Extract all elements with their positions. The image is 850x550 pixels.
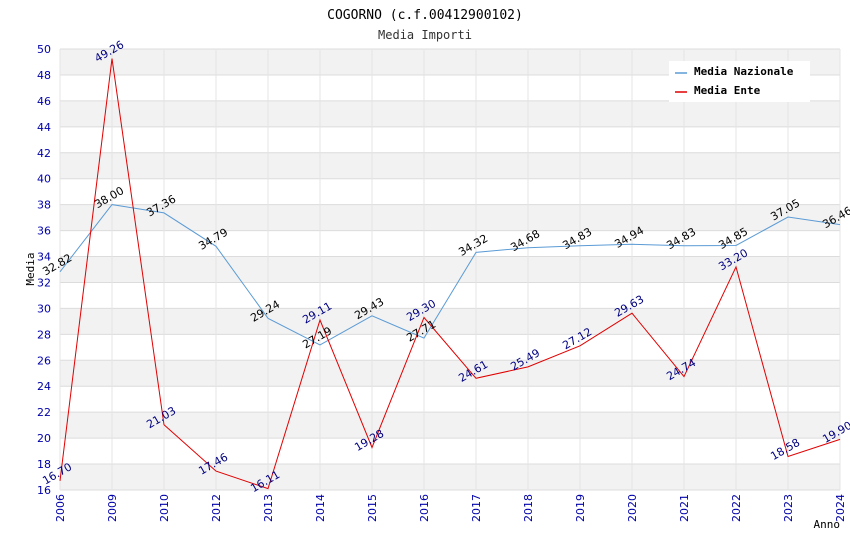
x-tick-label: 2015 — [366, 494, 379, 522]
grid — [59, 48, 841, 491]
x-tick-label: 2023 — [782, 494, 795, 522]
grid-band — [60, 152, 840, 179]
series — [59, 58, 841, 490]
chart-subtitle: Media Importi — [378, 28, 472, 42]
y-tick-label: 30 — [37, 302, 51, 315]
x-tick-label: 2010 — [158, 494, 171, 522]
legend-label-media-nazionale: Media Nazionale — [694, 65, 794, 78]
y-tick-label: 18 — [37, 458, 51, 471]
grid-band — [60, 464, 840, 490]
chart-title: COGORNO (c.f.00412900102) — [327, 8, 523, 23]
y-tick-label: 42 — [37, 147, 51, 160]
data-label-media-ente: 18.58 — [768, 436, 802, 463]
grid-band — [60, 412, 840, 439]
grid-band — [60, 100, 840, 127]
y-tick-label: 22 — [37, 406, 51, 419]
series-line-media-ente — [59, 58, 841, 490]
x-tick-label: 2021 — [678, 494, 691, 522]
grid-band — [60, 256, 840, 283]
x-tick-label: 2014 — [314, 494, 327, 522]
series-line-media-nazionale — [59, 204, 841, 346]
y-tick-label: 28 — [37, 328, 51, 341]
legend-box — [669, 61, 810, 102]
y-tick-label: 38 — [37, 199, 51, 212]
grid-band — [60, 204, 840, 231]
y-tick-label: 48 — [37, 69, 51, 82]
y-tick-label: 32 — [37, 276, 51, 289]
data-label-media-nazionale: 34.32 — [456, 232, 490, 259]
x-tick-label: 2013 — [262, 494, 275, 522]
x-axis-ticks: 2006 2009 2010 2012 2013 2014 2015 2016 2017 2018… — [54, 494, 847, 522]
data-label-media-nazionale: 34.68 — [508, 227, 542, 254]
x-tick-label: 2016 — [418, 494, 431, 522]
grid-band — [60, 308, 840, 335]
x-tick-label: 2020 — [626, 494, 639, 522]
y-tick-label: 40 — [37, 173, 51, 186]
x-tick-label: 2022 — [730, 494, 743, 522]
y-tick-label: 44 — [37, 121, 51, 134]
y-tick-label: 36 — [37, 225, 51, 238]
y-tick-label: 34 — [37, 251, 51, 264]
y-axis-label: Media — [24, 252, 37, 285]
y-tick-label: 46 — [37, 95, 51, 108]
y-tick-label: 50 — [37, 43, 51, 56]
y-tick-label: 20 — [37, 432, 51, 445]
x-tick-label: 2006 — [54, 494, 67, 522]
grid-band — [60, 360, 840, 387]
legend-label-media-ente: Media Ente — [694, 84, 761, 97]
y-tick-label: 24 — [37, 380, 51, 393]
x-tick-label: 2017 — [470, 494, 483, 522]
x-tick-label: 2019 — [574, 494, 587, 522]
x-tick-label: 2018 — [522, 494, 535, 522]
legend: Media Nazionale Media Ente — [669, 61, 810, 102]
x-tick-label: 2012 — [210, 494, 223, 522]
y-axis-ticks: 16 18 20 22 24 26 28 30 32 34 36 38 40 42 44 46 48 50 — [37, 43, 51, 497]
y-tick-label: 26 — [37, 354, 51, 367]
y-tick-label: 16 — [37, 484, 51, 497]
x-tick-label: 2009 — [106, 494, 119, 522]
x-axis-label: Anno — [814, 518, 841, 531]
x-tick-label: 2024 — [834, 494, 847, 522]
